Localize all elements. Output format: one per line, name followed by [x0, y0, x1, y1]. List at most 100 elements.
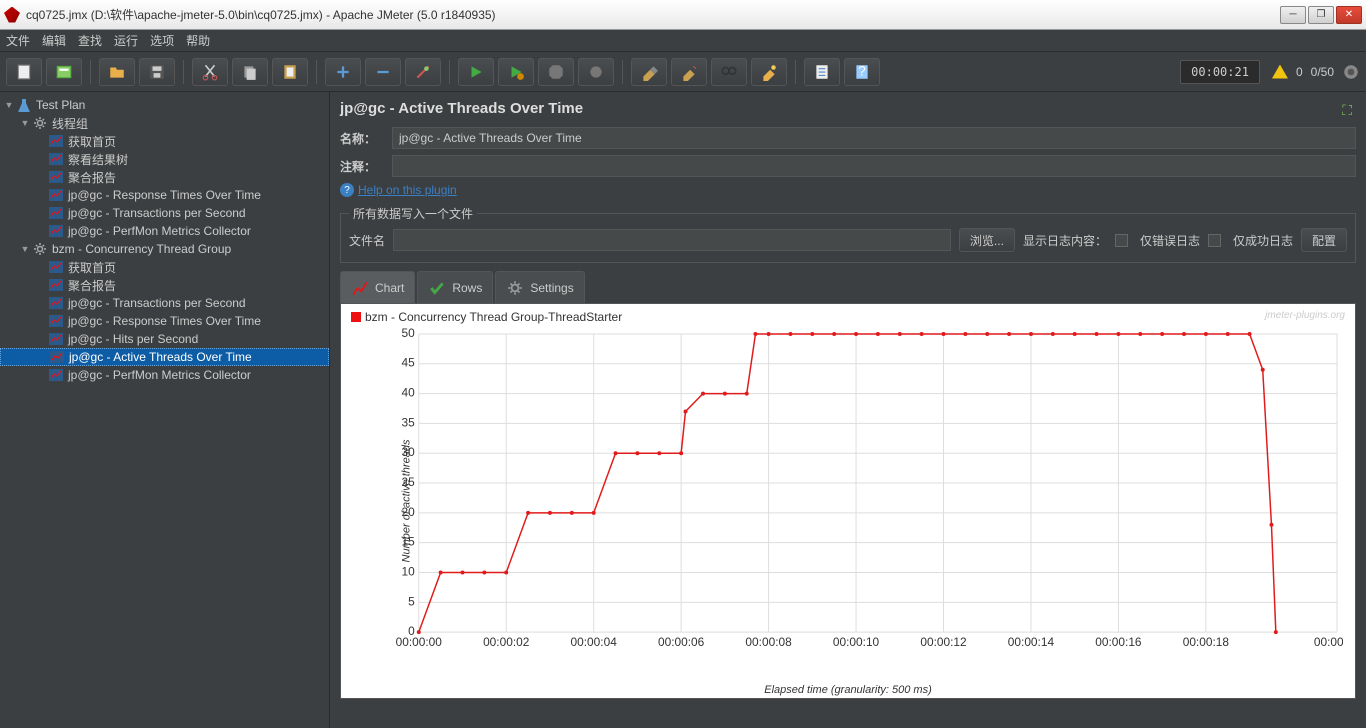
- comment-input[interactable]: [392, 155, 1356, 177]
- svg-text:35: 35: [402, 415, 416, 429]
- svg-text:00:00:14: 00:00:14: [1008, 635, 1055, 649]
- svg-text:00:00:06: 00:00:06: [658, 635, 705, 649]
- view-tabs: Chart Rows Settings: [340, 271, 1356, 303]
- file-input[interactable]: [393, 229, 951, 251]
- tab-settings[interactable]: Settings: [495, 271, 584, 303]
- shutdown-button[interactable]: [578, 58, 614, 86]
- collapse-button[interactable]: [365, 58, 401, 86]
- test-plan-tree[interactable]: ▼Test Plan▼线程组获取首页察看结果树聚合报告jp@gc - Respo…: [0, 92, 330, 728]
- stop-button[interactable]: [538, 58, 574, 86]
- start-no-pause-button[interactable]: [498, 58, 534, 86]
- tree-node[interactable]: ▼Test Plan: [0, 96, 329, 114]
- svg-text:?: ?: [858, 63, 866, 78]
- help-link[interactable]: ? Help on this plugin: [340, 183, 1356, 197]
- reset-search-button[interactable]: [751, 58, 787, 86]
- menu-edit[interactable]: 编辑: [42, 32, 66, 49]
- svg-text:5: 5: [408, 594, 415, 608]
- paste-button[interactable]: [272, 58, 308, 86]
- open-button[interactable]: [99, 58, 135, 86]
- svg-text:00:00:21: 00:00:21: [1314, 635, 1343, 649]
- cut-button[interactable]: [192, 58, 228, 86]
- file-fieldset: 所有数据写入一个文件 文件名 浏览... 显示日志内容： 仅错误日志 仅成功日志…: [340, 205, 1356, 263]
- svg-text:20: 20: [402, 505, 416, 519]
- tab-chart[interactable]: Chart: [340, 271, 415, 303]
- close-button[interactable]: ✕: [1336, 6, 1362, 24]
- only-error-checkbox[interactable]: [1115, 234, 1128, 247]
- svg-text:00:00:02: 00:00:02: [483, 635, 530, 649]
- svg-text:30: 30: [402, 445, 416, 459]
- warning-count: 0: [1296, 65, 1303, 79]
- tree-node[interactable]: jp@gc - Active Threads Over Time: [0, 348, 329, 366]
- titlebar: cq0725.jmx (D:\软件\apache-jmeter-5.0\bin\…: [0, 0, 1366, 30]
- menu-help[interactable]: 帮助: [186, 32, 210, 49]
- chart-watermark: jmeter-plugins.org: [1265, 310, 1345, 321]
- menu-run[interactable]: 运行: [114, 32, 138, 49]
- tree-node[interactable]: jp@gc - PerfMon Metrics Collector: [0, 366, 329, 384]
- tree-node[interactable]: 聚合报告: [0, 276, 329, 294]
- show-log-label: 显示日志内容：: [1023, 232, 1107, 249]
- tree-node[interactable]: jp@gc - Hits per Second: [0, 330, 329, 348]
- expand-panel-icon[interactable]: ⛶: [1342, 102, 1352, 119]
- svg-text:25: 25: [402, 475, 416, 489]
- tree-node[interactable]: jp@gc - Response Times Over Time: [0, 186, 329, 204]
- clear-all-button[interactable]: [671, 58, 707, 86]
- only-success-checkbox[interactable]: [1208, 234, 1221, 247]
- new-button[interactable]: [6, 58, 42, 86]
- tree-node[interactable]: 察看结果树: [0, 150, 329, 168]
- tree-node[interactable]: 获取首页: [0, 258, 329, 276]
- warning-icon[interactable]: [1272, 65, 1288, 79]
- menubar: 文件 编辑 查找 运行 选项 帮助: [0, 30, 1366, 52]
- browse-button[interactable]: 浏览...: [959, 228, 1015, 252]
- copy-button[interactable]: [232, 58, 268, 86]
- x-axis-label: Elapsed time (granularity: 500 ms): [341, 684, 1355, 696]
- tab-rows[interactable]: Rows: [417, 271, 493, 303]
- name-input[interactable]: [392, 127, 1356, 149]
- save-button[interactable]: [139, 58, 175, 86]
- tree-node[interactable]: 获取首页: [0, 132, 329, 150]
- clear-button[interactable]: [631, 58, 667, 86]
- templates-button[interactable]: [46, 58, 82, 86]
- only-success-label: 仅成功日志: [1233, 232, 1293, 249]
- minimize-button[interactable]: ─: [1280, 6, 1306, 24]
- svg-text:00:00:12: 00:00:12: [920, 635, 967, 649]
- menu-options[interactable]: 选项: [150, 32, 174, 49]
- fieldset-legend: 所有数据写入一个文件: [349, 205, 477, 222]
- tree-node[interactable]: jp@gc - Response Times Over Time: [0, 312, 329, 330]
- tree-node[interactable]: jp@gc - PerfMon Metrics Collector: [0, 222, 329, 240]
- svg-text:15: 15: [402, 535, 416, 549]
- start-button[interactable]: [458, 58, 494, 86]
- help-icon: ?: [340, 183, 354, 197]
- tree-node[interactable]: ▼bzm - Concurrency Thread Group: [0, 240, 329, 258]
- menu-find[interactable]: 查找: [78, 32, 102, 49]
- help-button[interactable]: ?: [844, 58, 880, 86]
- chart-plot[interactable]: 0510152025303540455000:00:0000:00:0200:0…: [391, 328, 1343, 654]
- thread-count: 0/50: [1311, 65, 1334, 79]
- comment-label: 注释：: [340, 158, 384, 175]
- maximize-button[interactable]: ❐: [1308, 6, 1334, 24]
- svg-text:45: 45: [402, 356, 416, 370]
- svg-text:40: 40: [402, 386, 416, 400]
- tree-node[interactable]: jp@gc - Transactions per Second: [0, 204, 329, 222]
- name-label: 名称：: [340, 130, 384, 147]
- search-button[interactable]: [711, 58, 747, 86]
- menu-file[interactable]: 文件: [6, 32, 30, 49]
- timer-display: 00:00:21: [1180, 60, 1260, 84]
- toggle-button[interactable]: [405, 58, 441, 86]
- chart-legend: bzm - Concurrency Thread Group-ThreadSta…: [351, 310, 622, 324]
- svg-text:00:00:08: 00:00:08: [745, 635, 792, 649]
- svg-text:00:00:00: 00:00:00: [396, 635, 443, 649]
- panel-title: jp@gc - Active Threads Over Time: [340, 100, 1356, 117]
- function-helper-button[interactable]: [804, 58, 840, 86]
- svg-text:10: 10: [402, 564, 416, 578]
- tree-node[interactable]: jp@gc - Transactions per Second: [0, 294, 329, 312]
- expand-button[interactable]: [325, 58, 361, 86]
- content-panel: ⛶ jp@gc - Active Threads Over Time 名称： 注…: [330, 92, 1366, 728]
- svg-text:50: 50: [402, 328, 416, 340]
- tree-node[interactable]: 聚合报告: [0, 168, 329, 186]
- tree-node[interactable]: ▼线程组: [0, 114, 329, 132]
- config-button[interactable]: 配置: [1301, 228, 1347, 252]
- window-title: cq0725.jmx (D:\软件\apache-jmeter-5.0\bin\…: [26, 6, 1280, 23]
- chart-area: bzm - Concurrency Thread Group-ThreadSta…: [340, 303, 1356, 699]
- thread-status-icon: [1342, 63, 1360, 81]
- only-error-label: 仅错误日志: [1140, 232, 1200, 249]
